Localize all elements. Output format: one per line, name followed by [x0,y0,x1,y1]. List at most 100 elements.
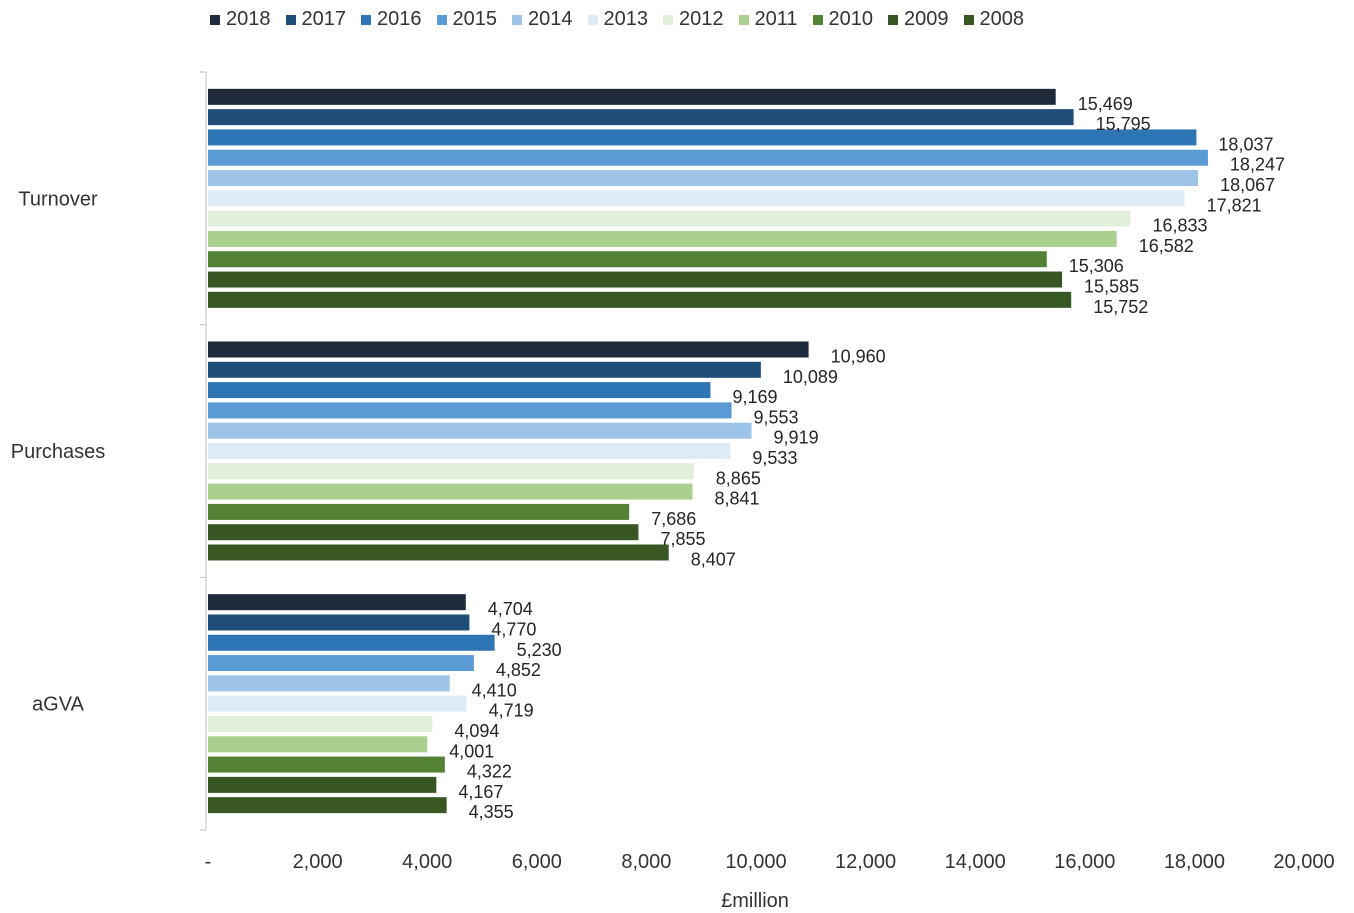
data-label: 7,855 [660,529,705,549]
bar-2015-turnover [208,149,1208,166]
legend-item-2009: 2009 [888,8,949,31]
x-tick-label: 16,000 [1054,851,1115,873]
legend-label: 2013 [603,8,649,30]
bar-2011-agva [208,736,428,753]
bar-2013-turnover [208,190,1185,207]
data-label: 4,094 [454,721,499,741]
data-label: 15,585 [1084,277,1139,297]
legend-label: 2018 [226,8,271,30]
bar-2018-purchases [208,341,809,358]
data-label: 8,841 [714,489,759,509]
data-label: 9,169 [732,387,777,407]
legend-label: 2015 [452,8,498,30]
category-label: Turnover [18,188,98,210]
data-label: 10,960 [831,347,886,367]
data-label: 15,795 [1096,114,1151,134]
axis-layer: Turnover Purchases aGVA - 2,000 4,000 6,000 8,0… [11,71,1335,873]
legend-label: 2008 [979,8,1025,30]
bar-2012-agva [208,715,433,732]
data-label: 18,247 [1230,155,1285,175]
data-label: 8,407 [691,550,736,570]
bar-2015-purchases [208,402,732,419]
legend-label: 2010 [828,8,874,30]
bar-2009-agva [208,776,437,793]
bar-2015-agva [208,655,474,672]
bar-2017-turnover [208,109,1074,126]
legend-swatch [963,14,974,25]
data-label: 18,067 [1220,175,1275,195]
legend-label: 2014 [528,8,573,30]
data-label: 16,582 [1139,236,1194,256]
legend-item-2017: 2017 [285,8,347,31]
bar-2008-purchases [208,544,669,561]
bar-2009-turnover [208,271,1063,288]
bar-2011-turnover [208,230,1117,247]
data-label: 15,469 [1078,94,1133,114]
data-label: 4,704 [488,599,533,619]
legend-swatch [812,14,823,25]
legend-item-2013: 2013 [587,8,649,31]
data-label: 8,865 [716,468,761,488]
legend-label: 2017 [301,8,347,30]
legend-item-2011: 2011 [738,8,798,31]
x-tick-label: - [205,851,212,873]
bar-2012-purchases [208,463,694,480]
bar-2012-turnover [208,210,1131,227]
legend-item-2016: 2016 [361,8,422,31]
x-tick-label: 20,000 [1273,851,1334,873]
legend-label: 2016 [377,8,422,30]
category-label: Purchases [11,441,106,463]
legend-swatch [361,14,371,25]
data-label: 15,306 [1069,256,1124,276]
bars-layer [208,88,1208,814]
legend-item-2008: 2008 [963,8,1025,31]
data-label: 18,037 [1218,134,1273,154]
legend-item-2018: 2018 [210,8,271,31]
bar-2013-agva [208,695,467,712]
data-label: 7,686 [651,509,696,529]
data-label: 4,001 [449,741,494,761]
legend-swatch [587,14,598,25]
legend: 2018 2017 2016 2015 2014 2013 2012 2011 2010 2009… [210,8,1039,31]
data-label: 4,852 [496,660,541,680]
bar-2014-turnover [208,170,1199,187]
data-label: 17,821 [1207,195,1262,215]
bar-2013-purchases [208,443,731,459]
legend-item-2012: 2012 [663,8,724,31]
data-label: 4,410 [472,680,517,700]
data-label: 16,833 [1152,216,1207,236]
bar-2008-agva [208,797,447,814]
legend-swatch [738,14,749,25]
bar-2014-agva [208,675,450,692]
bar-2010-agva [208,756,445,773]
data-label: 9,533 [752,448,797,468]
data-label: 9,919 [774,428,819,448]
legend-label: 2009 [904,8,949,30]
data-label: 4,770 [491,619,536,639]
bar-2018-turnover [208,88,1056,105]
data-label: 4,322 [467,762,512,782]
bar-2016-turnover [208,129,1197,146]
x-axis-title: £million [721,890,789,912]
legend-label: 2011 [754,8,798,30]
x-tick-label: 14,000 [945,851,1006,873]
x-tick-label: 2,000 [293,851,343,873]
x-tick-label: 8,000 [621,851,671,873]
legend-swatch [210,14,220,25]
bar-2016-agva [208,634,495,651]
data-label: 4,719 [489,701,534,721]
bar-2016-purchases [208,382,711,399]
x-tick-label: 12,000 [835,851,896,873]
legend-label: 2012 [679,8,724,30]
legend-item-2010: 2010 [812,8,874,31]
bar-2009-purchases [208,524,639,541]
bar-2018-agva [208,594,466,611]
legend-swatch [888,14,899,25]
legend-swatch [512,14,522,25]
legend-item-2014: 2014 [512,8,573,31]
legend-swatch [285,14,296,25]
category-label: aGVA [32,694,85,716]
bar-2010-purchases [208,503,630,520]
data-label: 10,089 [783,367,838,387]
